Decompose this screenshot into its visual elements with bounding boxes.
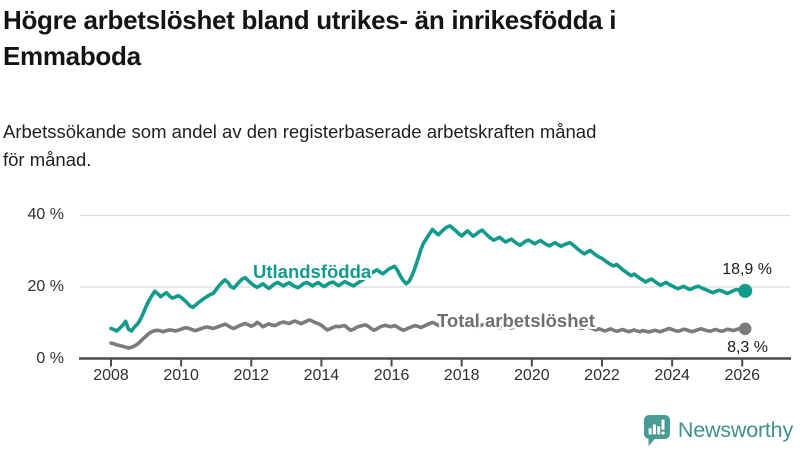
title-line-2: Emmaboda [3, 41, 141, 71]
x-tick-label: 2018 [443, 367, 480, 384]
bar-chart-speech-bubble-icon [643, 415, 670, 446]
x-tick-label: 2008 [93, 367, 129, 384]
x-tick-label: 2016 [373, 367, 410, 384]
newsworthy-wordmark: Newsworthy [677, 418, 793, 442]
subtitle-line-2: för månad. [3, 149, 92, 170]
y-axis-tick-label-0: 0 % [36, 350, 64, 367]
x-tick-label: 2024 [654, 367, 690, 384]
chart-subtitle: Arbetssökande som andel av den registerb… [3, 118, 793, 174]
series-line-total [109, 318, 748, 350]
x-tick-label: 2026 [724, 367, 761, 384]
series-label-total-arbetsloshet: Total arbetslöshet [437, 310, 595, 331]
series-label-utlandsfodda: Utlandsfödda [253, 261, 372, 282]
series-end-dot-utlandsfodda [738, 283, 753, 298]
subtitle-line-1: Arbetssökande som andel av den registerb… [3, 121, 597, 142]
end-value-label-utlandsfodda: 18,9 % [722, 261, 772, 278]
x-tick-label: 2020 [514, 367, 550, 384]
x-tick-label: 2012 [233, 367, 270, 384]
x-tick-label: 2022 [584, 367, 620, 384]
x-tick-label: 2010 [163, 367, 199, 384]
end-value-label-total: 8,3 % [727, 339, 768, 356]
x-tick-label: 2014 [303, 367, 340, 384]
title-line-1: Högre arbetslöshet bland utrikes- än inr… [3, 5, 617, 35]
newsworthy-logo: Newsworthy [643, 415, 793, 446]
y-axis-tick-label-40: 40 % [27, 206, 64, 223]
y-axis-tick-label-20: 20 % [27, 278, 64, 295]
series-end-dot-total [738, 322, 752, 336]
page-title: Högre arbetslöshet bland utrikes- än inr… [3, 2, 793, 74]
series-line-utlandsfodda [109, 224, 748, 333]
